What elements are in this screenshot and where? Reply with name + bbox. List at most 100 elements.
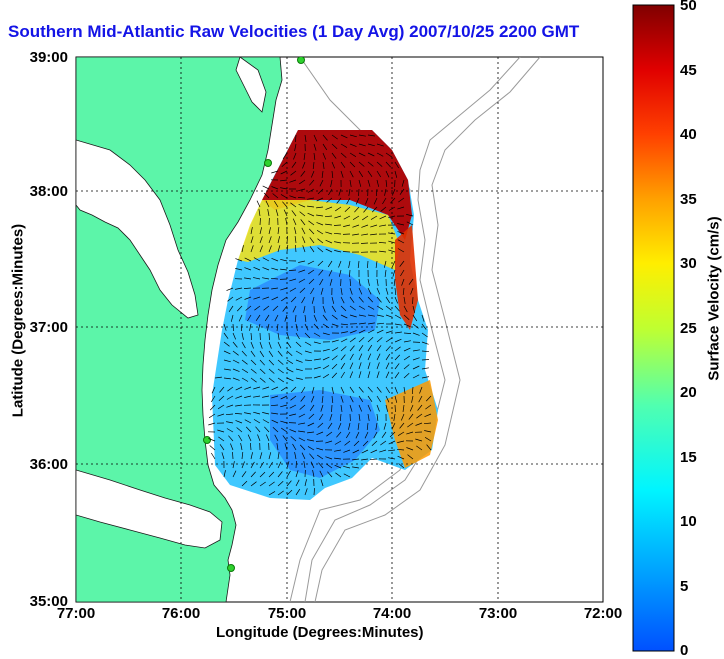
velocity-arrow: [309, 246, 315, 253]
velocity-arrow: [250, 481, 257, 487]
velocity-arrow: [390, 197, 396, 204]
velocity-arrow: [235, 296, 243, 301]
velocity-arrow: [298, 260, 306, 263]
velocity-arrow: [228, 305, 234, 312]
velocity-arrow: [327, 471, 333, 478]
velocity-arrow: [397, 206, 405, 210]
velocity-arrow: [419, 386, 423, 394]
velocity-arrow: [232, 368, 240, 372]
velocity-arrow: [276, 443, 279, 451]
velocity-arrow: [294, 314, 297, 323]
velocity-arrow: [340, 323, 349, 326]
velocity-arrow: [421, 350, 430, 353]
velocity-arrow: [244, 267, 252, 271]
velocity-arrow: [250, 236, 254, 244]
velocity-arrow: [367, 278, 370, 286]
velocity-arrow: [244, 386, 252, 390]
velocity-arrow: [268, 461, 273, 469]
velocity-arrow: [259, 227, 263, 235]
velocity-arrow: [304, 488, 308, 496]
velocity-arrow: [397, 440, 405, 443]
velocity-arrow: [313, 375, 321, 379]
velocity-arrow: [241, 461, 245, 469]
velocity-arrow: [277, 490, 284, 496]
velocity-arrow: [304, 341, 312, 346]
velocity-arrow: [340, 287, 343, 295]
velocity-arrow: [290, 170, 297, 176]
velocity-arrow: [343, 465, 351, 469]
velocity-arrow: [277, 227, 280, 235]
velocity-arrow: [302, 236, 306, 244]
velocity-arrow: [235, 258, 243, 262]
velocity-arrow: [367, 134, 375, 137]
velocity-arrow: [266, 323, 270, 331]
velocity-arrow: [385, 404, 389, 412]
velocity-arrow: [353, 440, 360, 447]
velocity-arrow: [349, 305, 356, 311]
velocity-arrow: [289, 278, 297, 282]
velocity-arrow: [271, 296, 279, 301]
velocity-arrow: [331, 161, 336, 169]
velocity-arrow: [358, 395, 364, 403]
velocity-arrow: [228, 435, 234, 442]
velocity-arrow: [244, 395, 252, 398]
velocity-arrow: [289, 404, 297, 409]
velocity-arrow: [272, 305, 279, 312]
colorbar-tick-label: 25: [680, 320, 697, 337]
velocity-arrow: [403, 314, 410, 320]
colorbar-tick-label: 20: [680, 384, 697, 401]
velocity-arrow: [304, 134, 307, 142]
velocity-arrow: [331, 152, 337, 159]
velocity-arrow: [286, 489, 293, 496]
velocity-arrow: [385, 386, 390, 394]
velocity-arrow: [295, 368, 303, 372]
velocity-arrow: [346, 431, 351, 439]
velocity-arrow: [385, 179, 388, 187]
velocity-arrow: [319, 470, 324, 478]
y-tick-label: 36:00: [29, 456, 68, 473]
velocity-arrow: [250, 471, 256, 478]
velocity-arrow: [391, 422, 396, 430]
velocity-arrow: [245, 305, 252, 311]
velocity-arrow: [322, 356, 330, 361]
velocity-arrow: [304, 332, 311, 339]
velocity-arrow: [298, 188, 306, 192]
velocity-arrow: [294, 452, 297, 460]
velocity-arrow: [399, 188, 405, 195]
velocity-arrow: [391, 260, 396, 268]
velocity-arrow: [349, 386, 355, 393]
velocity-arrow: [316, 197, 324, 202]
velocity-arrow: [268, 452, 272, 460]
velocity-arrow: [349, 404, 353, 412]
velocity-arrow: [348, 260, 351, 268]
velocity-arrow: [424, 413, 432, 418]
velocity-arrow: [313, 341, 321, 345]
velocity-arrow: [358, 314, 366, 317]
velocity-arrow: [376, 287, 381, 295]
velocity-arrow: [367, 170, 373, 177]
velocity-arrow: [376, 395, 381, 403]
velocity-arrow: [223, 332, 229, 339]
velocity-arrow: [282, 152, 288, 159]
velocity-arrow: [367, 161, 374, 167]
velocity-arrow: [358, 296, 364, 303]
velocity-arrow: [412, 374, 420, 379]
velocity-arrow: [367, 322, 375, 325]
velocity-arrow: [281, 296, 288, 302]
velocity-arrow: [301, 296, 306, 304]
colorbar-tick-label: 5: [680, 578, 689, 595]
velocity-arrow: [394, 386, 398, 394]
velocity-arrow: [340, 161, 346, 168]
velocity-arrow: [268, 377, 275, 383]
velocity-arrow: [322, 374, 330, 379]
velocity-arrow: [352, 458, 360, 461]
velocity-arrow: [221, 452, 225, 460]
velocity-arrow: [340, 134, 348, 139]
velocity-arrow: [388, 440, 396, 445]
velocity-arrow: [391, 188, 396, 196]
velocity-arrow: [338, 188, 342, 196]
velocity-arrow: [394, 314, 402, 319]
velocity-arrow: [271, 419, 279, 424]
velocity-arrow: [230, 443, 234, 451]
velocity-arrow: [367, 152, 375, 157]
